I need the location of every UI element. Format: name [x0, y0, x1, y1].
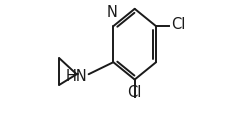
Text: HN: HN — [65, 69, 87, 84]
Text: Cl: Cl — [127, 85, 141, 100]
Text: N: N — [106, 5, 117, 20]
Text: Cl: Cl — [170, 17, 184, 32]
